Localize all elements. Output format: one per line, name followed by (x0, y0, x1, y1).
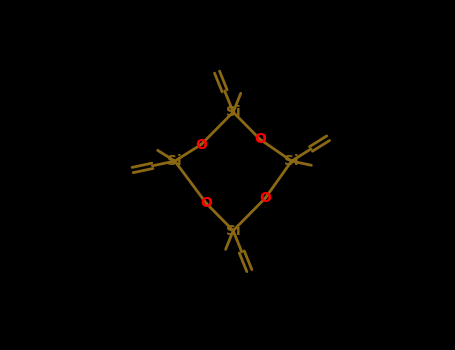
Text: Si: Si (226, 105, 241, 119)
Text: O: O (259, 191, 271, 205)
Text: Si: Si (167, 154, 182, 168)
Text: O: O (195, 138, 207, 152)
Text: O: O (254, 132, 266, 146)
Text: O: O (200, 196, 212, 210)
Text: Si: Si (284, 154, 299, 168)
Text: Si: Si (226, 224, 241, 238)
